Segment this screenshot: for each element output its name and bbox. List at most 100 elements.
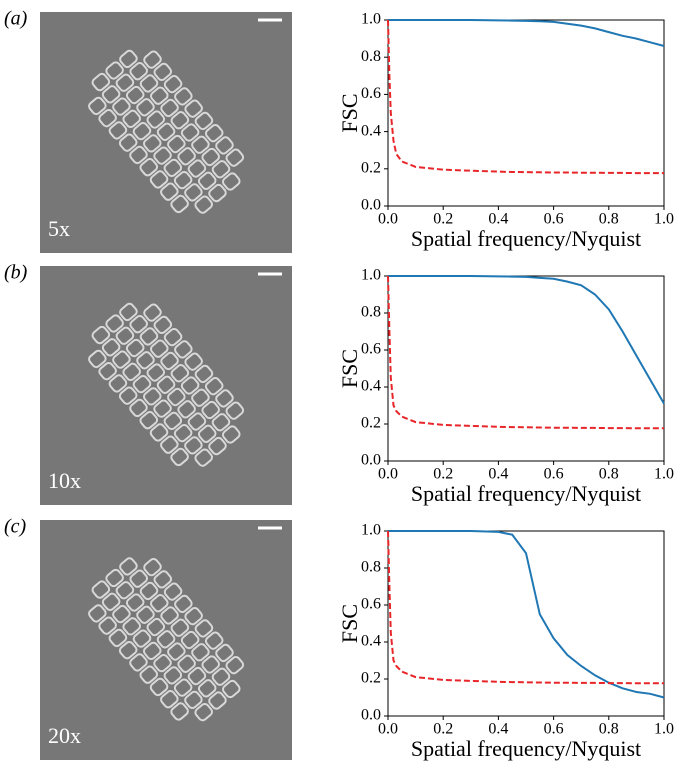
cell — [194, 448, 213, 467]
cell — [101, 85, 121, 104]
cell — [170, 618, 190, 637]
cell — [180, 630, 200, 650]
cell — [180, 123, 200, 142]
x-tick-label: 0.6 — [544, 211, 564, 228]
cell — [143, 303, 162, 322]
x-tick-label: 0.0 — [378, 721, 398, 738]
y-tick-label: 0.4 — [361, 378, 381, 395]
cell — [201, 400, 220, 420]
cell — [201, 655, 220, 674]
cell — [142, 641, 162, 661]
cell — [204, 377, 224, 396]
magnification-label: 20x — [48, 723, 81, 748]
cell — [153, 570, 173, 589]
cell — [153, 315, 173, 335]
cell — [129, 62, 149, 81]
cell — [170, 364, 190, 383]
specimen — [88, 302, 245, 467]
cell — [129, 569, 149, 588]
cell — [225, 401, 245, 420]
cell — [160, 690, 179, 709]
cell — [139, 581, 159, 601]
cell — [163, 158, 183, 178]
cell — [112, 350, 131, 369]
cell — [98, 362, 117, 381]
cell — [149, 86, 169, 105]
cell — [191, 388, 210, 407]
cell — [174, 87, 193, 106]
cell — [170, 194, 189, 214]
cell — [160, 98, 179, 118]
x-tick-label: 0.8 — [599, 466, 619, 483]
cell — [170, 111, 190, 130]
y-tick-label: 0.6 — [361, 85, 381, 102]
y-tick-label: 0.8 — [361, 48, 381, 65]
cell — [88, 349, 107, 369]
x-axis-label: Spatial frequency/Nyquist — [411, 481, 641, 506]
cell — [139, 158, 159, 177]
y-tick-label: 0.0 — [361, 707, 381, 724]
y-axis-label: FSC — [337, 93, 362, 132]
cell — [197, 679, 217, 698]
cell — [173, 423, 193, 443]
cell — [160, 606, 179, 625]
x-tick-label: 0.6 — [544, 466, 564, 483]
cell — [142, 134, 162, 153]
cell — [177, 147, 196, 166]
panel-label: (b) — [4, 262, 28, 284]
cell — [146, 363, 166, 382]
panel-label: (a) — [4, 8, 28, 30]
fsc-line — [387, 530, 664, 685]
cell — [184, 352, 203, 371]
cell — [156, 375, 176, 394]
y-tick-label: 0.0 — [361, 197, 381, 214]
cell — [98, 109, 117, 128]
cell — [118, 133, 138, 152]
cell — [139, 411, 159, 430]
cell — [91, 325, 111, 345]
cell — [208, 691, 227, 710]
cell — [215, 389, 234, 408]
cell — [163, 582, 183, 601]
fsc-line — [387, 275, 664, 430]
plot-frame — [387, 530, 665, 717]
cell — [132, 121, 152, 141]
cell — [215, 136, 234, 155]
fsc-line — [388, 530, 665, 699]
fsc-line — [388, 275, 665, 405]
cell — [173, 678, 193, 697]
cell — [211, 667, 231, 686]
x-axis-label: Spatial frequency/Nyquist — [411, 226, 641, 251]
cell — [194, 364, 214, 384]
x-tick-label: 0.0 — [378, 466, 398, 483]
cell — [88, 96, 107, 116]
y-tick-label: 1.0 — [361, 11, 381, 28]
cell — [197, 424, 217, 443]
y-tick-label: 0.2 — [361, 670, 381, 687]
cell — [136, 351, 155, 370]
cell — [191, 643, 210, 662]
cell — [194, 195, 213, 214]
micrograph — [40, 266, 292, 505]
plot-frame — [387, 275, 665, 462]
cell — [163, 327, 183, 347]
cell — [122, 617, 141, 636]
x-tick-label: 0.0 — [378, 211, 398, 228]
cell — [156, 122, 176, 141]
magnification-label: 5x — [48, 216, 70, 241]
cell — [88, 604, 107, 623]
cell — [163, 411, 183, 431]
cell — [194, 702, 213, 722]
cell — [225, 656, 245, 675]
cell — [122, 362, 141, 382]
x-axis-label: Spatial frequency/Nyquist — [411, 736, 641, 761]
cell — [167, 134, 186, 154]
cell — [105, 314, 124, 333]
cell — [211, 160, 231, 179]
cell — [187, 412, 207, 431]
cell — [149, 423, 169, 442]
cell — [143, 557, 162, 577]
cell — [149, 339, 169, 358]
y-tick-label: 0.0 — [361, 452, 381, 469]
cell — [153, 653, 172, 673]
